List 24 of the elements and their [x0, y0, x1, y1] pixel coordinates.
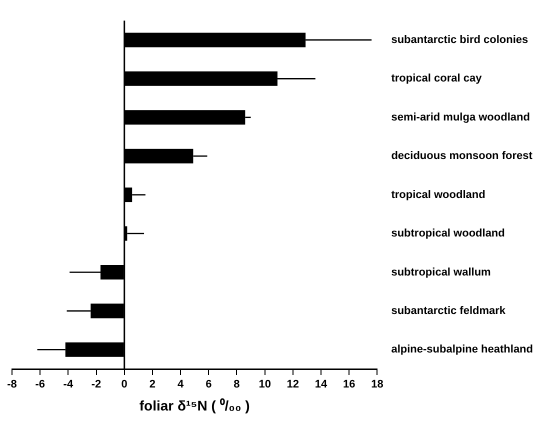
y-tick-label: deciduous monsoon forest [391, 150, 533, 162]
x-tick-label: -6 [35, 378, 45, 391]
x-tick-label: 10 [258, 378, 271, 391]
x-tick-label: 16 [342, 378, 356, 391]
y-tick-label: semi-arid mulga woodland [391, 111, 530, 124]
x-tick-label: 6 [206, 378, 212, 391]
x-axis-title: foliar δ¹⁵N ( ⁰/₀₀ ) [139, 397, 250, 414]
x-tick-label: -4 [63, 378, 74, 391]
y-tick-label: subantarctic bird colonies [391, 34, 528, 46]
y-tick-label: tropical coral cay [391, 72, 483, 85]
x-tick-label: -8 [7, 378, 17, 391]
y-tick-label: subantarctic feldmark [391, 304, 506, 317]
x-tick-label: 8 [234, 378, 240, 391]
y-tick-label: tropical woodland [391, 188, 486, 201]
y-tick-label: alpine-subalpine heathland [391, 344, 533, 356]
x-tick-label: 2 [149, 378, 156, 391]
x-tick-label: 14 [314, 378, 328, 391]
x-tick-label: 0 [121, 378, 128, 391]
x-tick-label: 4 [177, 378, 184, 391]
y-tick-label: subtropical woodland [391, 228, 505, 240]
y-tick-label: subtropical wallum [391, 266, 492, 278]
x-tick-label: -2 [91, 378, 102, 391]
x-tick-label: 18 [371, 378, 384, 391]
x-tick-label: 12 [286, 378, 300, 391]
